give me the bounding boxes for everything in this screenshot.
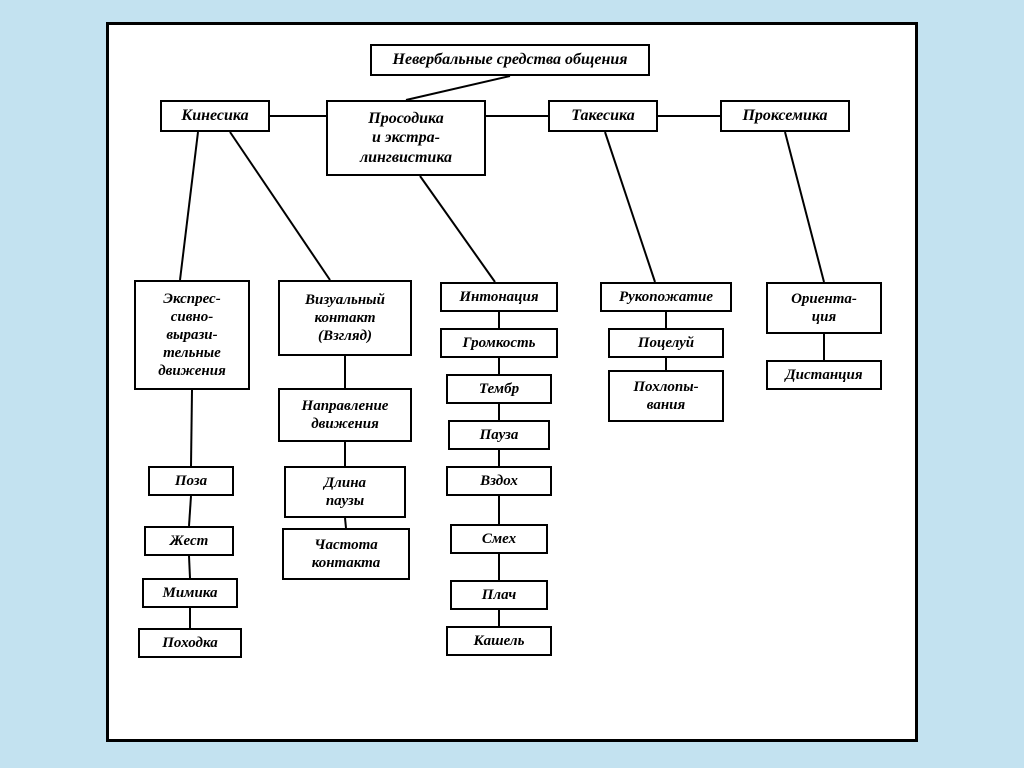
node-tembr: Тембр <box>446 374 552 404</box>
node-kashel: Кашель <box>446 626 552 656</box>
node-napr: Направление движения <box>278 388 412 442</box>
diagram-page: Невербальные средства общения Кинесика Про… <box>0 0 1024 768</box>
node-rukop: Рукопожатие <box>600 282 732 312</box>
node-poza: Поза <box>148 466 234 496</box>
node-smeh: Смех <box>450 524 548 554</box>
node-prosodika: Просодика и экстра- лингвистика <box>326 100 486 176</box>
node-dist: Дистанция <box>766 360 882 390</box>
node-pohodka: Походка <box>138 628 242 658</box>
node-pohlop: Похлопы- вания <box>608 370 724 422</box>
node-pocel: Поцелуй <box>608 328 724 358</box>
node-plach: Плач <box>450 580 548 610</box>
node-dlina: Длина паузы <box>284 466 406 518</box>
node-grom: Громкость <box>440 328 558 358</box>
node-zhest: Жест <box>144 526 234 556</box>
node-visual: Визуальный контакт (Взгляд) <box>278 280 412 356</box>
node-proksemika: Проксемика <box>720 100 850 132</box>
node-mimika: Мимика <box>142 578 238 608</box>
node-takesika: Такесика <box>548 100 658 132</box>
node-title: Невербальные средства общения <box>370 44 650 76</box>
node-kinesika: Кинесика <box>160 100 270 132</box>
node-inton: Интонация <box>440 282 558 312</box>
node-expr: Экспрес- сивно- вырази- тельные движения <box>134 280 250 390</box>
node-vzdoh: Вздох <box>446 466 552 496</box>
node-chastota: Частота контакта <box>282 528 410 580</box>
node-orient: Ориента- ция <box>766 282 882 334</box>
node-pauza: Пауза <box>448 420 550 450</box>
